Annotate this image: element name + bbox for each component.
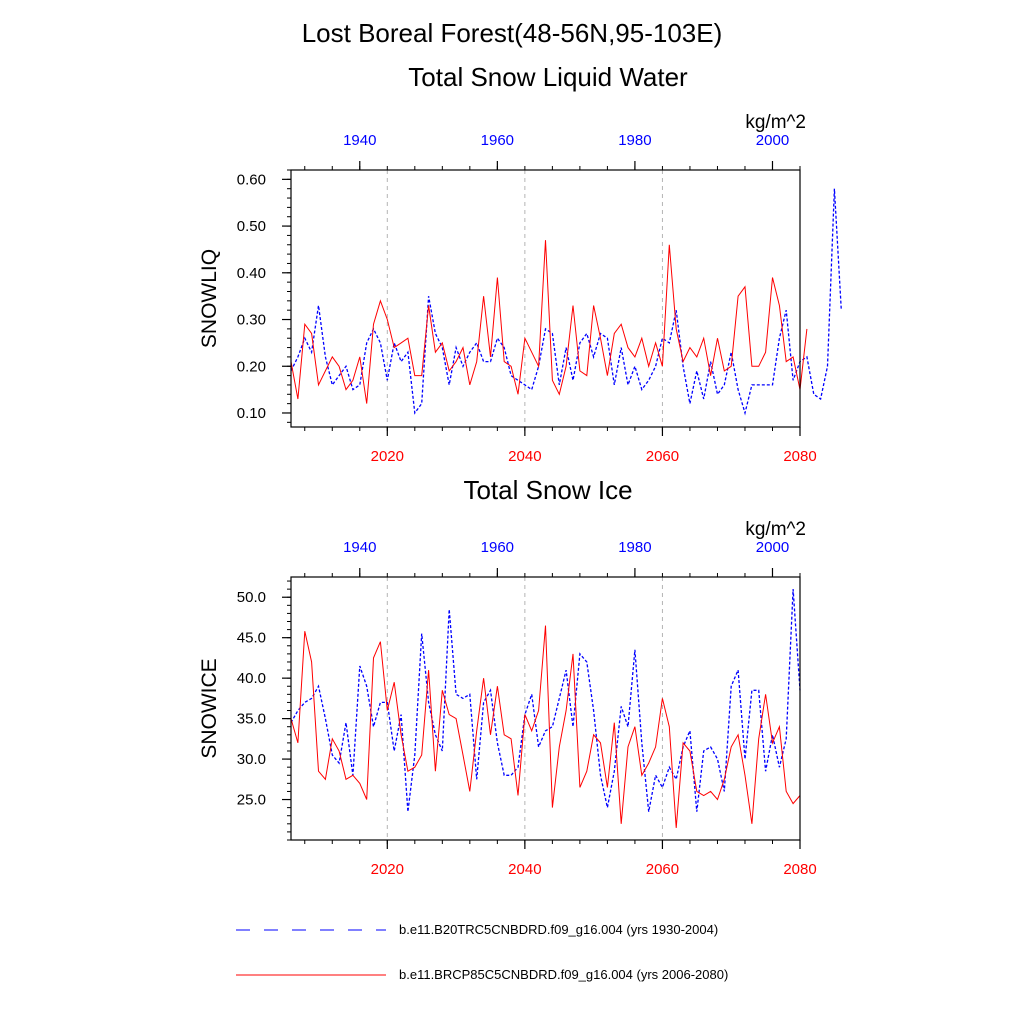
- panel2-title: Total Snow Ice: [463, 475, 632, 505]
- plot-frame: [290, 576, 801, 841]
- x-bottom-tick-label: 2020: [371, 861, 404, 878]
- x-top-tick-label: 1940: [343, 539, 376, 556]
- x-top-tick-label: 1960: [481, 132, 514, 149]
- y-tick-label: 25.0: [237, 792, 266, 809]
- x-bottom-tick-label: 2080: [783, 448, 816, 465]
- x-bottom-tick-label: 2060: [646, 448, 679, 465]
- y-tick-label: 30.0: [237, 751, 266, 768]
- x-top-tick-label: 1980: [618, 539, 651, 556]
- legend-label: b.e11.BRCP85C5CNBDRD.f09_g16.004 (yrs 20…: [399, 967, 728, 982]
- x-top-tick-label: 2000: [756, 539, 789, 556]
- x-bottom-tick-label: 2060: [646, 861, 679, 878]
- y-tick-label: 0.60: [237, 171, 266, 188]
- y-tick-label: 40.0: [237, 670, 266, 687]
- y-tick-label: 0.20: [237, 358, 266, 375]
- chart-snowliq: 0.10 0.20 0.30 0.40 0.50 0.60 2020 2040 2060 2080…: [198, 112, 842, 465]
- y-tick-label: 50.0: [237, 589, 266, 606]
- x-bottom-tick-label: 2040: [508, 448, 541, 465]
- series-line-historical: [290, 589, 801, 812]
- legend: b.e11.B20TRC5CNBDRD.f09_g16.004 (yrs 193…: [236, 922, 728, 982]
- x-bottom-tick-label: 2040: [508, 861, 541, 878]
- plot-frame: [290, 169, 801, 428]
- main-title: Lost Boreal Forest(48-56N,95-103E): [302, 18, 723, 48]
- y-tick-label: 0.50: [237, 218, 266, 235]
- y-tick-label: 0.40: [237, 265, 266, 282]
- x-top-tick-label: 2000: [756, 132, 789, 149]
- legend-label: b.e11.B20TRC5CNBDRD.f09_g16.004 (yrs 193…: [399, 922, 718, 937]
- units-label: kg/m^2: [745, 519, 806, 540]
- y-tick-label: 45.0: [237, 630, 266, 647]
- series-line-future: [290, 240, 808, 404]
- y-tick-label: 0.10: [237, 405, 266, 422]
- chart-snowice: 25.0 30.0 35.0 40.0 45.0 50.0 2020 2040 2060 2080…: [198, 519, 817, 878]
- panel1-title: Total Snow Liquid Water: [408, 62, 688, 92]
- x-top-tick-label: 1980: [618, 132, 651, 149]
- y-tick-label: 0.30: [237, 312, 266, 329]
- x-bottom-tick-label: 2020: [371, 448, 404, 465]
- x-top-tick-label: 1940: [343, 132, 376, 149]
- x-top-tick-label: 1960: [481, 539, 514, 556]
- series-line-historical: [290, 188, 842, 416]
- series-line-future: [290, 625, 801, 828]
- y-tick-label: 35.0: [237, 711, 266, 728]
- y-axis-label: SNOWICE: [198, 658, 221, 758]
- x-bottom-tick-label: 2080: [783, 861, 816, 878]
- units-label: kg/m^2: [745, 112, 806, 133]
- y-axis-label: SNOWLIQ: [198, 249, 221, 348]
